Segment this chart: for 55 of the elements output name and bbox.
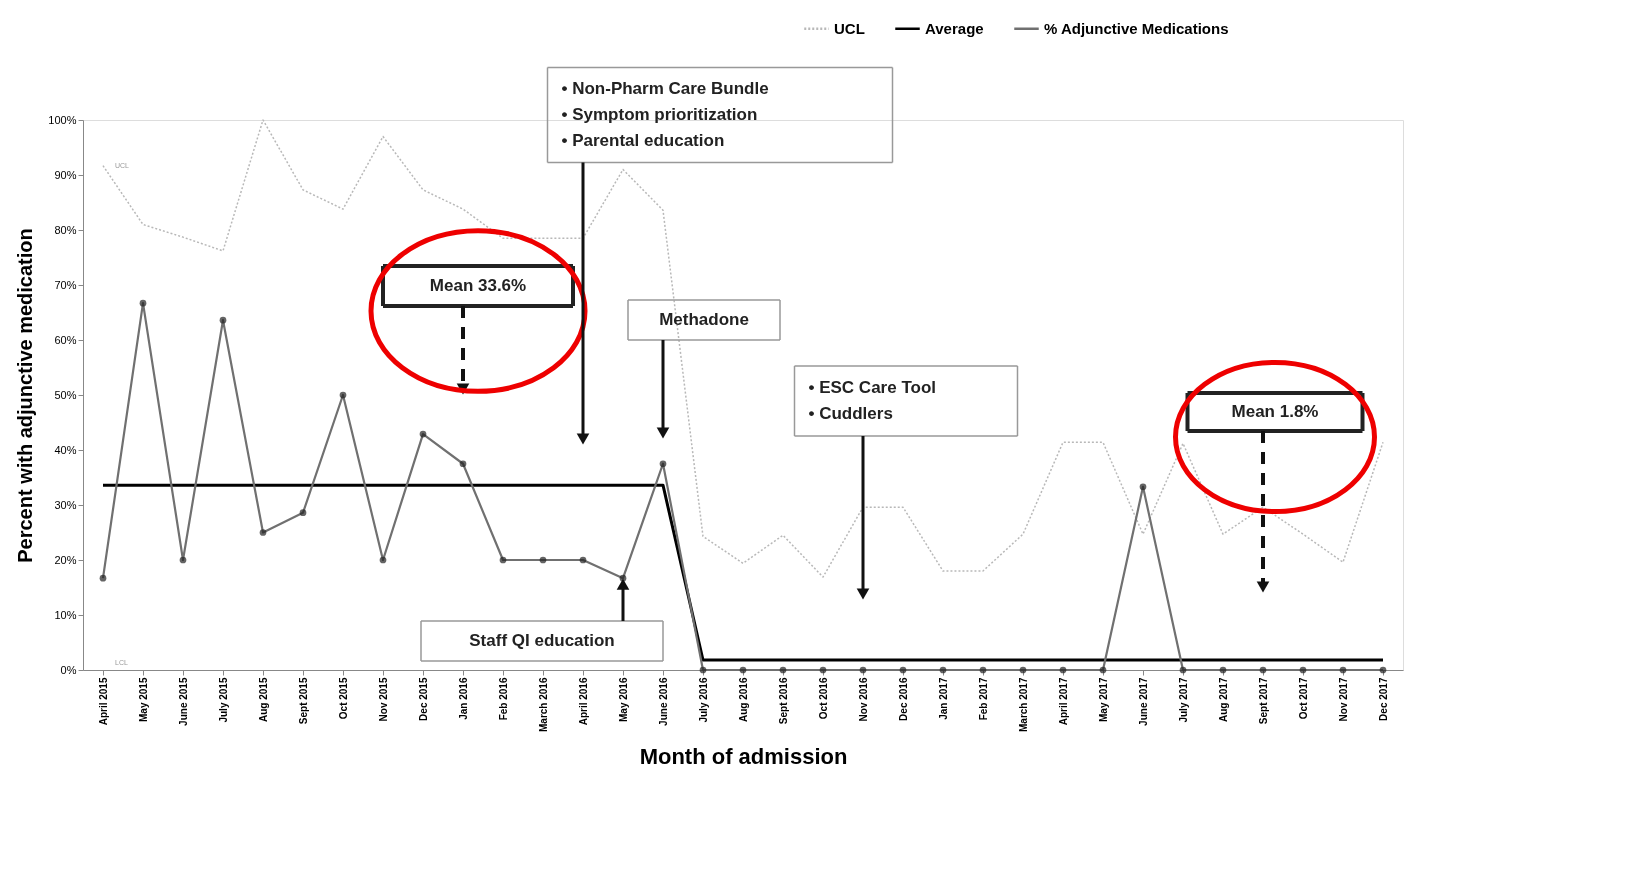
annotation: Methadone bbox=[659, 310, 749, 329]
x-tick-label: Nov 2017 bbox=[1337, 677, 1349, 722]
annotation: • Non-Pharm Care Bundle • Symptom prioritization • Parental education bbox=[561, 79, 769, 150]
x-tick-label: July 2017 bbox=[1177, 677, 1189, 723]
y-tick-label: 70% bbox=[54, 278, 77, 291]
x-tick-label: July 2015 bbox=[217, 677, 229, 723]
x-tick-label: Feb 2016 bbox=[497, 677, 509, 721]
y-tick-label: 90% bbox=[54, 168, 77, 181]
x-tick-label: Jan 2016 bbox=[457, 677, 469, 720]
annotation: Mean 1.8% bbox=[1231, 402, 1319, 421]
x-tick-label: Sept 2016 bbox=[777, 677, 789, 725]
y-tick-label: 100% bbox=[48, 113, 77, 126]
x-tick-label: Oct 2015 bbox=[337, 677, 349, 720]
y-tick-label: 20% bbox=[54, 553, 77, 566]
y-tick-label: 80% bbox=[54, 223, 77, 236]
y-tick-label: 0% bbox=[60, 663, 77, 676]
x-tick-label: Nov 2015 bbox=[377, 677, 389, 722]
legend-label: UCL bbox=[834, 19, 865, 37]
legend-label: % Adjunctive Medications bbox=[1044, 19, 1229, 37]
x-tick-label: Aug 2017 bbox=[1217, 677, 1229, 722]
y-axis-title: Percent with adjunctive medication bbox=[14, 228, 37, 563]
y-tick-label: 30% bbox=[54, 498, 77, 511]
x-tick-label: April 2016 bbox=[577, 677, 589, 726]
x-tick-label: Oct 2017 bbox=[1297, 677, 1309, 720]
x-tick-label: Oct 2016 bbox=[817, 677, 829, 720]
x-tick-label: Sept 2015 bbox=[297, 677, 309, 725]
y-tick-label: 40% bbox=[54, 443, 77, 456]
x-tick-label: April 2017 bbox=[1057, 677, 1069, 726]
x-tick-label: Dec 2015 bbox=[417, 677, 429, 721]
x-tick-label: May 2015 bbox=[137, 677, 149, 722]
x-tick-label: June 2015 bbox=[177, 677, 189, 726]
x-tick-label: May 2016 bbox=[617, 677, 629, 722]
y-tick-label: 50% bbox=[54, 388, 77, 401]
x-tick-label: June 2017 bbox=[1137, 677, 1149, 726]
x-tick-label: Dec 2017 bbox=[1377, 677, 1389, 721]
x-tick-label: June 2016 bbox=[657, 677, 669, 726]
x-tick-label: April 2015 bbox=[97, 677, 109, 726]
annotation: Mean 33.6% bbox=[429, 276, 527, 295]
x-tick-label: Jan 2017 bbox=[937, 677, 949, 720]
annotation: Staff QI education bbox=[469, 631, 615, 650]
x-tick-label: March 2016 bbox=[537, 677, 549, 732]
x-tick-label: Feb 2017 bbox=[977, 677, 989, 721]
y-tick-label: 60% bbox=[54, 333, 77, 346]
y-tick-label: 10% bbox=[54, 608, 77, 621]
x-tick-label: Aug 2016 bbox=[737, 677, 749, 722]
x-axis-title: Month of admission bbox=[639, 743, 848, 769]
x-tick-label: July 2016 bbox=[697, 677, 709, 723]
annotation: • ESC Care Tool • Cuddlers bbox=[808, 378, 936, 423]
x-tick-label: Sept 2017 bbox=[1257, 677, 1269, 725]
x-tick-label: Nov 2016 bbox=[857, 677, 869, 722]
x-tick-label: Dec 2016 bbox=[897, 677, 909, 721]
x-tick-label: Aug 2015 bbox=[257, 677, 269, 722]
x-tick-label: May 2017 bbox=[1097, 677, 1109, 722]
x-tick-label: March 2017 bbox=[1017, 677, 1029, 732]
legend-label: Average bbox=[925, 19, 984, 37]
